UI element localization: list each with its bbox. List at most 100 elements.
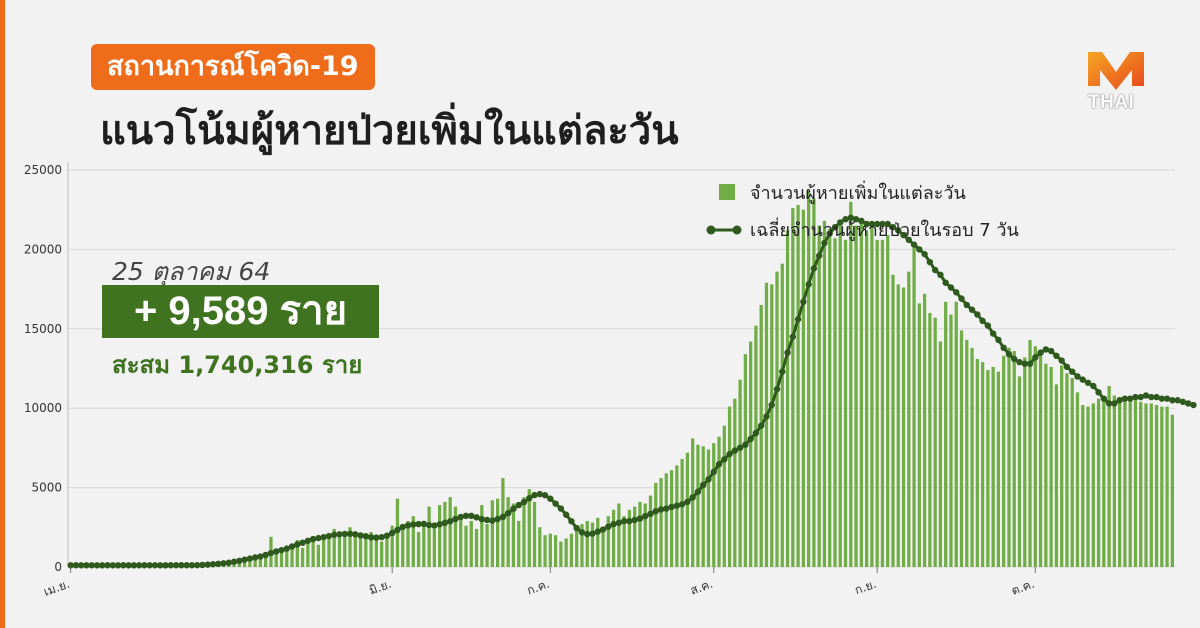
bar: [996, 371, 1001, 567]
bar: [432, 528, 436, 567]
average-point: [1058, 357, 1065, 364]
bar: [1149, 403, 1153, 567]
bar: [764, 282, 769, 567]
average-point: [1132, 393, 1139, 401]
average-point: [431, 522, 438, 529]
bar: [464, 525, 468, 567]
bar: [843, 239, 848, 567]
average-point: [114, 562, 122, 569]
bar: [1012, 351, 1016, 567]
bar: [775, 271, 779, 567]
bar: [596, 517, 600, 567]
average-point: [562, 511, 570, 518]
average-point: [230, 558, 238, 565]
average-point: [742, 441, 749, 448]
line-series: [67, 214, 1197, 569]
average-point: [341, 530, 348, 538]
bar: [1123, 398, 1127, 567]
average-point: [88, 562, 95, 569]
average-point: [394, 526, 401, 534]
average-point: [436, 521, 443, 528]
x-tick-label: ก.ย.: [853, 577, 878, 598]
average-point: [547, 495, 554, 502]
bar: [896, 284, 900, 567]
average-point: [747, 435, 754, 443]
average-point: [552, 500, 559, 507]
average-point: [130, 562, 138, 569]
bar: [1096, 398, 1101, 567]
average-point: [1100, 395, 1108, 402]
average-point: [779, 368, 786, 375]
average-point: [947, 284, 955, 291]
left-accent-bar: [0, 0, 5, 628]
average-point: [1126, 395, 1134, 402]
bar: [922, 293, 927, 567]
average-point: [331, 531, 338, 538]
average-point: [531, 491, 538, 499]
average-point: [515, 501, 522, 509]
average-point: [420, 520, 428, 528]
bar: [1144, 403, 1148, 567]
average-point: [726, 450, 733, 458]
bar: [337, 532, 342, 567]
bar: [664, 473, 668, 567]
bar: [501, 478, 505, 567]
bar: [1091, 403, 1095, 567]
average-point: [352, 531, 359, 538]
average-point: [1174, 397, 1181, 404]
average-point: [731, 447, 739, 454]
average-point: [868, 220, 876, 228]
bar: [495, 498, 500, 567]
average-point: [225, 559, 232, 566]
y-tick-label: 15000: [24, 322, 62, 336]
average-point: [146, 562, 153, 569]
bar: [448, 497, 452, 567]
average-point: [942, 279, 949, 286]
average-point: [1026, 360, 1034, 367]
average-point: [678, 501, 686, 508]
average-point: [1090, 382, 1097, 390]
bar: [258, 557, 263, 567]
bar: [675, 465, 679, 567]
average-point: [304, 537, 312, 544]
average-point: [504, 509, 512, 517]
x-tick-label: เม.ย.: [42, 577, 72, 599]
y-axis-ticks: 0 5000 10000 15000 20000 25000: [24, 163, 62, 574]
average-point: [157, 562, 164, 569]
average-point: [1116, 397, 1123, 404]
average-point: [647, 510, 654, 517]
bar: [295, 540, 299, 567]
average-point: [125, 562, 132, 569]
bar: [975, 358, 979, 567]
bar: [374, 540, 379, 567]
average-point: [388, 529, 396, 537]
average-point: [499, 513, 507, 521]
bar: [828, 228, 832, 567]
average-point: [246, 555, 254, 562]
bar: [1038, 354, 1043, 567]
bar: [406, 520, 410, 567]
average-point: [694, 488, 702, 495]
average-point: [900, 231, 907, 239]
average-point: [1158, 395, 1166, 402]
bar: [285, 551, 289, 567]
average-point: [288, 543, 296, 550]
bar: [1112, 395, 1117, 567]
bar: [780, 263, 784, 567]
bar: [944, 301, 948, 567]
average-point: [257, 553, 264, 560]
bar: [907, 271, 911, 567]
bar: [1133, 400, 1138, 567]
average-point: [278, 546, 285, 554]
average-point: [162, 562, 169, 569]
cumulative-total: สะสม 1,740,316 ราย: [112, 351, 363, 379]
average-point: [910, 241, 918, 248]
bar: [527, 489, 531, 567]
bar: [812, 198, 816, 567]
average-point: [526, 495, 533, 502]
bar: [580, 524, 584, 567]
average-point: [220, 560, 227, 567]
bar: [965, 339, 969, 567]
bar: [264, 555, 268, 567]
bar: [606, 516, 610, 567]
